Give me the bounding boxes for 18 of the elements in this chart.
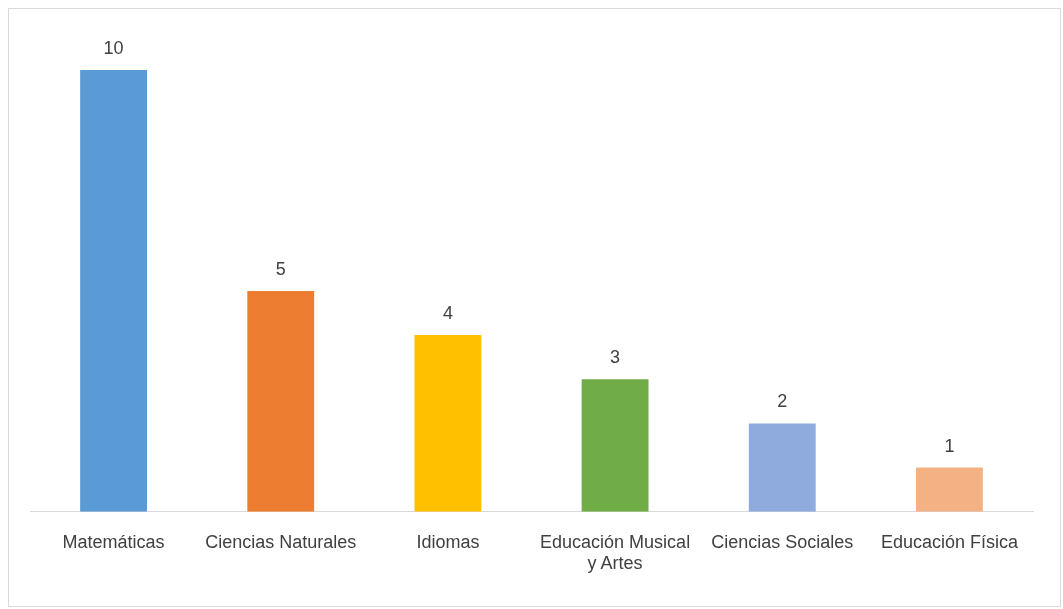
data-label: 5 [275,258,286,279]
x-tick-label: Matemáticas [62,531,165,552]
x-tick-label: Ciencias Sociales [711,531,854,552]
x-tick-label: Ciencias Naturales [205,531,357,552]
bar [247,290,315,512]
data-label: 3 [610,347,621,368]
x-tick-label: Educación Musical y Artes [540,531,691,574]
data-label: 1 [944,435,955,456]
x-tick-label: Educación Física [880,531,1019,552]
x-tick-label: Idiomas [416,531,480,552]
bar [414,335,482,512]
data-label: 10 [103,37,124,58]
bar [915,467,983,512]
bar [581,379,649,512]
data-label: 2 [777,391,788,412]
data-label: 4 [442,303,453,324]
bar [748,423,816,512]
bar [80,70,148,512]
